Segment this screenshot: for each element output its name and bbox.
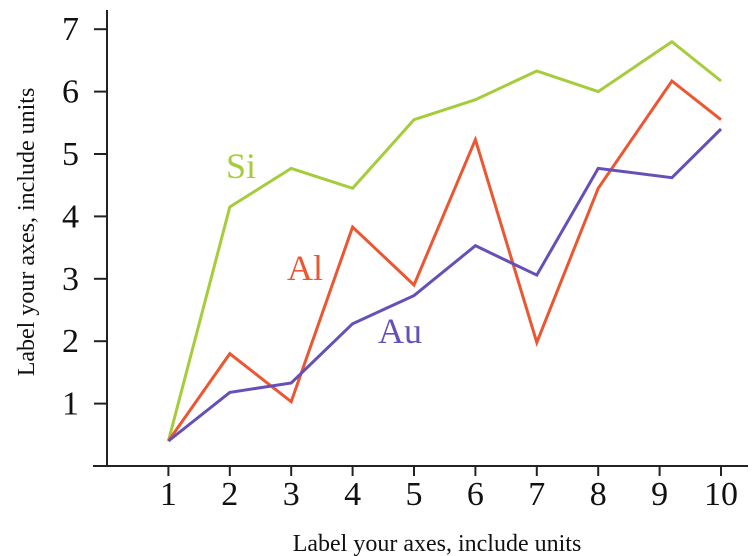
axes	[93, 10, 748, 467]
x-tick-label: 10	[704, 476, 738, 513]
y-tick-label: 5	[62, 136, 79, 173]
y-tick-label: 7	[62, 11, 79, 48]
series-lines	[166, 39, 723, 443]
series-line-au	[167, 127, 723, 443]
y-tick-label: 4	[62, 198, 79, 235]
series-line-al	[167, 78, 722, 442]
series-label-al: Al	[287, 248, 323, 288]
x-tick-label: 5	[406, 476, 423, 513]
x-tick-label: 8	[590, 476, 607, 513]
series-label-au: Au	[378, 311, 422, 351]
x-tick-label: 2	[221, 476, 238, 513]
series-labels: Si Al Au	[226, 146, 422, 351]
y-ticks: 1 2 3 4 5 6 7	[62, 11, 107, 423]
x-tick-label: 6	[467, 476, 484, 513]
x-tick-label: 3	[283, 476, 300, 513]
y-tick-label: 1	[62, 386, 79, 423]
x-tick-label: 4	[344, 476, 361, 513]
series-label-si: Si	[226, 146, 256, 186]
y-axis-title: Label your axes, include units	[14, 88, 40, 377]
x-tick-label: 9	[651, 476, 668, 513]
series-line-si	[166, 39, 722, 442]
y-tick-label: 2	[62, 323, 79, 360]
x-axis-title: Label your axes, include units	[293, 531, 582, 556]
x-tick-label: 7	[528, 476, 545, 513]
x-ticks: 1 2 3 4 5 6 7 8 9 10	[160, 466, 738, 513]
y-tick-label: 6	[62, 74, 79, 111]
x-tick-label: 1	[160, 476, 177, 513]
y-tick-label: 3	[62, 261, 79, 298]
